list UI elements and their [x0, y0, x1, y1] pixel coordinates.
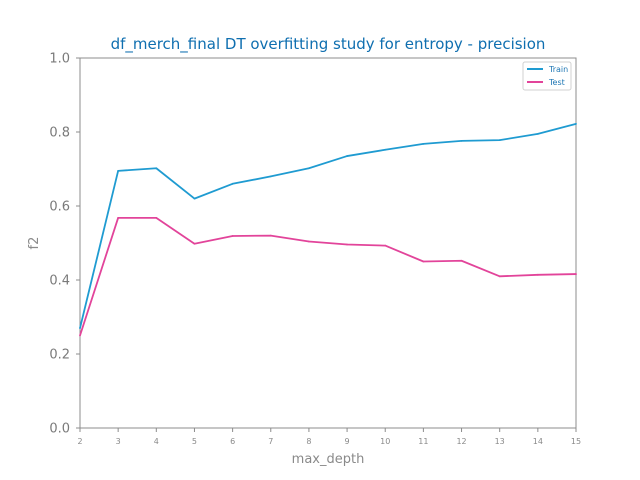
data-point-test: [498, 275, 501, 278]
data-point-train: [498, 139, 501, 142]
x-tick-label: 9: [345, 437, 350, 446]
series-line-train: [79, 122, 577, 329]
data-point-test: [155, 216, 158, 219]
x-tick-label: 8: [306, 437, 311, 446]
data-point-train: [575, 122, 577, 125]
x-tick-label: 4: [154, 437, 159, 446]
data-point-test: [308, 240, 310, 243]
data-point-train: [384, 148, 387, 151]
y-tick-label: 0.2: [49, 348, 70, 363]
x-tick-label: 11: [418, 437, 428, 446]
data-point-test: [575, 273, 577, 275]
x-tick-label: 12: [456, 437, 466, 446]
data-point-train: [155, 167, 158, 170]
plot-frame: [79, 57, 577, 429]
x-tick-label: 2: [77, 437, 82, 446]
y-tick-label: 0.0: [49, 422, 70, 437]
series-lines: [79, 122, 577, 337]
chart-title: df_merch_final DT overfitting study for …: [111, 35, 546, 54]
data-point-train: [460, 139, 463, 142]
data-point-test: [422, 260, 425, 263]
data-point-test: [117, 216, 120, 219]
data-point-train: [117, 169, 120, 172]
x-axis: 2 3 4 5 6 7 8 9 10 11 12 13 14 15: [77, 428, 581, 446]
data-point-train: [422, 142, 425, 145]
legend-label-train: Train: [548, 65, 568, 74]
y-tick-label: 0.4: [49, 274, 70, 289]
x-axis-label: max_depth: [292, 452, 365, 467]
data-point-train: [308, 167, 310, 170]
x-tick-label: 6: [230, 437, 235, 446]
x-tick-label: 3: [116, 437, 121, 446]
data-point-train: [79, 327, 81, 329]
x-tick-label: 7: [268, 437, 273, 446]
x-tick-label: 10: [380, 437, 390, 446]
x-tick-label: 15: [571, 437, 581, 446]
legend-label-test: Test: [548, 78, 565, 87]
legend: Train Test: [522, 61, 572, 91]
data-point-test: [269, 234, 272, 237]
data-point-test: [79, 334, 81, 337]
data-point-train: [269, 175, 272, 178]
x-tick-label: 5: [192, 437, 197, 446]
series-line-test: [79, 216, 577, 336]
data-point-train: [231, 182, 234, 185]
y-axis: 0.0 0.2 0.4 0.6 0.8 1.0: [49, 52, 80, 437]
data-point-test: [384, 244, 387, 247]
x-tick-label: 13: [495, 437, 505, 446]
y-tick-label: 0.6: [49, 200, 70, 215]
x-tick-label: 14: [533, 437, 543, 446]
data-point-test: [193, 242, 196, 245]
data-point-train: [193, 197, 196, 200]
data-point-test: [460, 259, 463, 262]
y-tick-label: 1.0: [49, 52, 70, 67]
y-axis-label: f2: [27, 237, 42, 250]
data-point-train: [536, 132, 539, 135]
y-tick-label: 0.8: [49, 126, 70, 141]
data-point-test: [346, 243, 348, 246]
data-point-test: [536, 273, 539, 276]
data-point-train: [346, 155, 348, 157]
data-point-test: [231, 235, 234, 237]
